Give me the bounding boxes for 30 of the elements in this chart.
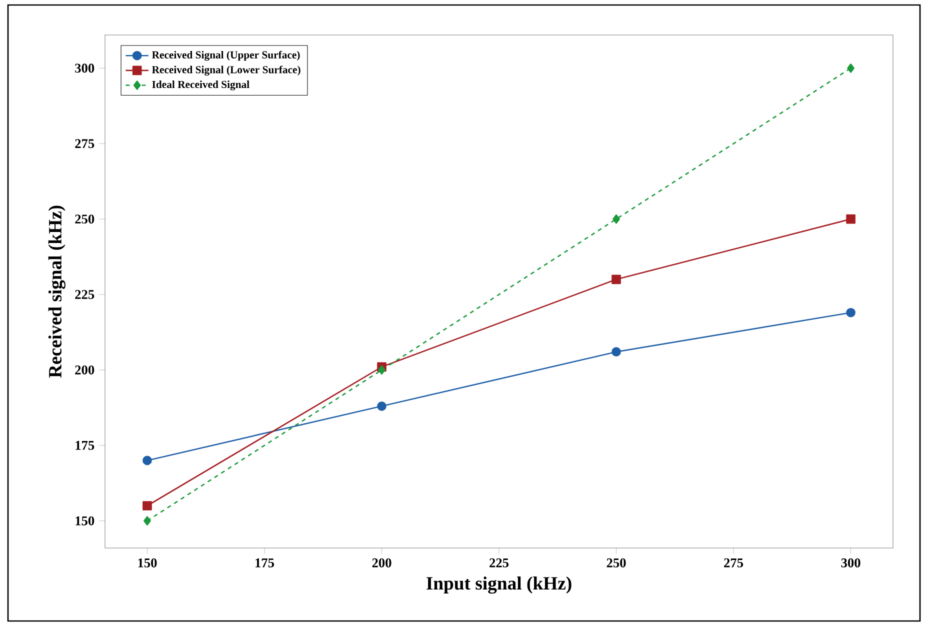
legend-label: Received Signal (Lower Surface) [152,66,300,76]
legend-label: Ideal Received Signal [152,80,250,90]
point [846,214,856,224]
y-tick-label: 200 [75,365,94,374]
y-tick-label: 300 [75,64,94,73]
point [377,401,386,411]
point [142,456,152,466]
x-tick-label: 150 [138,558,157,568]
point [847,64,854,73]
y-tick-label: 225 [75,290,94,299]
y-tick-label: 250 [75,214,94,224]
point [612,347,621,357]
point [612,214,620,224]
x-tick-label: 175 [256,558,274,568]
point [846,308,856,318]
x-tick-label: 225 [490,558,509,568]
point [142,501,152,510]
point [612,274,621,284]
y-tick-label: 150 [76,516,94,526]
y-tick-label: 275 [75,139,94,148]
point [378,365,386,375]
point [144,516,151,526]
x-tick-label: 300 [841,558,860,568]
x-tick-label: 200 [372,558,392,568]
x-tick-label: 250 [606,558,626,568]
y-axis-title: Received signal (kHz) [48,206,66,378]
legend-label: Received Signal (Upper Surface) [152,50,300,61]
x-axis-title: Input signal (kHz) [426,576,572,594]
x-tick-label: 275 [724,558,744,568]
y-tick-label: 175 [76,440,94,450]
